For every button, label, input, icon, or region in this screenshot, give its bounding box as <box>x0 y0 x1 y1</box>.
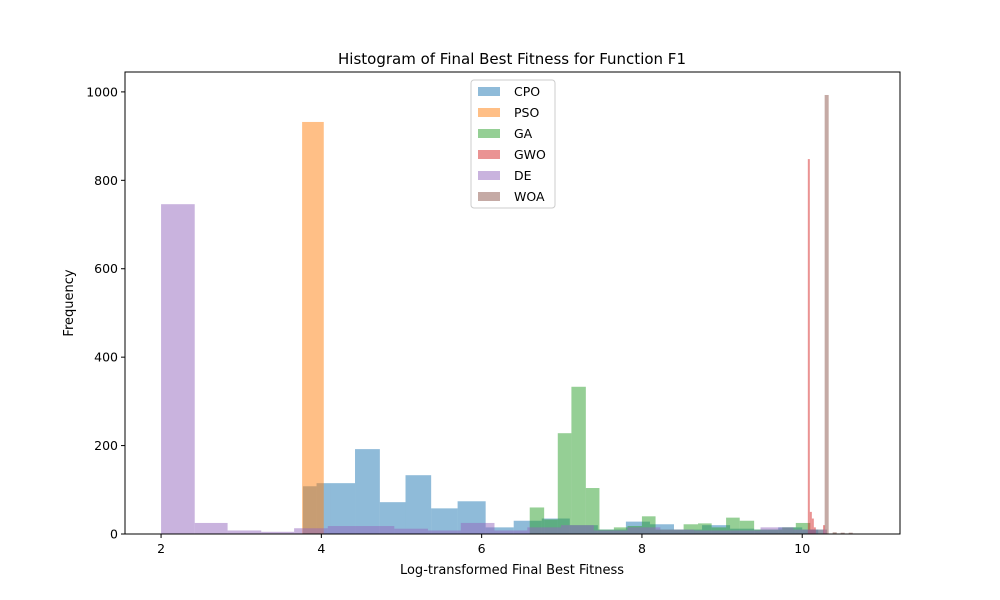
bar-de-2 <box>227 530 262 534</box>
legend-swatch-gwo <box>478 150 500 159</box>
bar-de-14 <box>627 527 661 534</box>
bar-de-16 <box>694 530 727 534</box>
bar-gwo-1 <box>809 511 812 534</box>
y-tick-label: 0 <box>110 527 118 542</box>
bar-ga-12 <box>698 523 712 534</box>
bar-de-18 <box>760 527 794 534</box>
bar-ga-3 <box>571 386 586 534</box>
y-tick-label: 800 <box>94 173 118 188</box>
bar-ga-14 <box>726 517 740 534</box>
bar-de-1 <box>194 522 228 534</box>
bar-de-17 <box>726 530 761 534</box>
legend-swatch-de <box>478 171 500 180</box>
bar-de-12 <box>560 525 594 534</box>
x-tick-label: 2 <box>157 541 165 556</box>
bar-pso-0 <box>302 121 324 535</box>
bar-ga-2 <box>557 433 572 534</box>
bar-de-19 <box>793 529 828 534</box>
legend: CPO PSO GA GWO DE WOA <box>470 79 556 209</box>
series-de <box>161 204 828 534</box>
series-woa <box>824 94 853 535</box>
bar-de-13 <box>593 530 628 534</box>
bar-de-3 <box>261 531 295 534</box>
y-tick-label: 600 <box>94 261 118 276</box>
bar-de-7 <box>394 528 428 534</box>
bar-de-0 <box>161 204 195 534</box>
bar-de-10 <box>494 530 528 534</box>
bar-ga-4 <box>585 488 600 534</box>
bar-cpo-6 <box>431 508 458 534</box>
bar-ga-0 <box>529 507 545 534</box>
legend-label-gwo: GWO <box>514 147 546 162</box>
x-tick-label: 4 <box>317 541 325 556</box>
series-ga <box>529 386 824 534</box>
bar-ga-11 <box>683 524 699 534</box>
bar-de-8 <box>427 530 461 534</box>
chart-title: Histogram of Final Best Fitness for Func… <box>338 50 686 68</box>
legend-swatch-cpo <box>478 87 500 96</box>
bar-woa-2 <box>840 532 845 534</box>
bar-de-15 <box>660 529 695 534</box>
bar-cpo-5 <box>405 475 432 534</box>
legend-label-ga: GA <box>514 126 533 141</box>
y-tick-label: 200 <box>94 438 118 453</box>
legend-label-pso: PSO <box>514 105 539 120</box>
x-axis-ticks: 2 4 6 8 10 <box>157 534 810 556</box>
legend-label-woa: WOA <box>514 189 545 204</box>
y-tick-label: 1000 <box>86 84 118 99</box>
bars-layer <box>161 94 853 535</box>
legend-swatch-woa <box>478 192 500 201</box>
bar-cpo-14 <box>649 524 674 534</box>
x-tick-label: 6 <box>478 541 486 556</box>
plot-frame <box>124 71 901 535</box>
y-tick-label: 400 <box>94 350 118 365</box>
bar-ga-19 <box>795 522 811 534</box>
bar-gwo-4 <box>823 525 826 534</box>
legend-swatch-ga <box>478 129 500 138</box>
bar-de-6 <box>361 526 395 534</box>
legend-label-cpo: CPO <box>514 84 540 99</box>
bar-de-11 <box>527 527 561 534</box>
x-tick-label: 10 <box>794 541 810 556</box>
bar-gwo-0 <box>807 159 810 534</box>
x-tick-label: 8 <box>638 541 646 556</box>
y-axis-ticks: 0 200 400 600 800 1000 <box>86 84 125 542</box>
bar-de-4 <box>294 528 328 534</box>
legend-swatch-pso <box>478 108 500 117</box>
legend-label-de: DE <box>514 168 532 183</box>
bar-de-9 <box>460 522 495 534</box>
bar-cpo-3 <box>355 449 380 534</box>
bar-woa-1 <box>832 532 837 534</box>
series-pso <box>302 121 324 535</box>
bar-gwo-2 <box>811 518 814 534</box>
series-gwo <box>807 159 826 534</box>
bar-cpo-2 <box>330 483 356 534</box>
bar-woa-0 <box>824 94 829 535</box>
bar-de-5 <box>327 526 362 534</box>
y-axis-label: Frequency <box>62 269 77 336</box>
bar-woa-3 <box>848 532 853 534</box>
x-axis-label: Log-transformed Final Best Fitness <box>400 563 624 578</box>
